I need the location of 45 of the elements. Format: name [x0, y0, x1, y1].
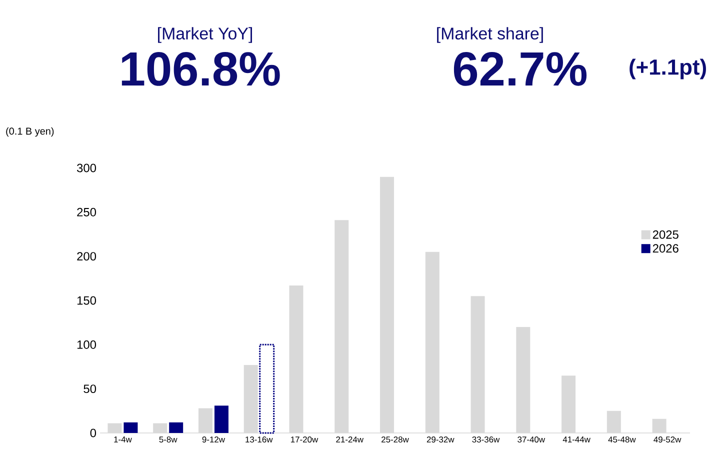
x-tick-label: 37-40w: [518, 436, 546, 442]
x-tick-label: 49-52w: [654, 436, 682, 442]
text: 106.8%: [122, 52, 280, 86]
y-tick-label: 300: [76, 164, 96, 172]
y-axis-title: (0.1 B yen): [6, 127, 54, 137]
bar: [652, 418, 666, 433]
x-tick-label: 9-12w: [202, 436, 226, 442]
bar: [259, 344, 275, 434]
bar: [169, 422, 184, 433]
bar: [425, 252, 440, 433]
x-tick-label: 17-20w: [290, 436, 318, 442]
bar: [334, 220, 349, 433]
legend-label: 2026: [652, 244, 678, 253]
bar: [289, 285, 304, 433]
text: 62.7%: [454, 52, 587, 86]
x-tick-label: 45-48w: [608, 436, 636, 442]
x-tick-label: 13-16w: [246, 436, 273, 442]
bar: [562, 376, 576, 433]
bar: [214, 406, 228, 433]
x-tick-label: 5-8w: [159, 436, 178, 442]
x-tick-label: 33-36w: [472, 436, 500, 442]
y-tick-label: 50: [84, 384, 96, 394]
y-tick-label: 250: [77, 208, 96, 216]
text: [Market share]: [437, 27, 543, 43]
bar: [198, 408, 212, 433]
y-tick-label: 0: [90, 428, 96, 438]
x-tick-label: 21-24w: [336, 436, 364, 442]
x-tick-label: 1-4w: [114, 436, 132, 442]
x-tick-label: 25-28w: [382, 436, 409, 442]
bar: [380, 176, 394, 433]
bar: [153, 423, 168, 433]
x-tick-label: 41-44w: [562, 436, 590, 442]
legend-label: 2025: [652, 230, 678, 239]
y-tick-label: 100: [77, 340, 96, 349]
bar: [516, 326, 530, 433]
bar: [124, 422, 138, 433]
y-tick-label: 200: [77, 252, 96, 261]
text: [Market YoY]: [158, 27, 252, 43]
bar: [470, 296, 485, 433]
bar: [108, 423, 122, 433]
text: (+1.1pt): [630, 58, 706, 80]
x-tick-label: 29-32w: [426, 436, 454, 442]
bar: [244, 364, 258, 433]
y-tick-label: 150: [77, 296, 96, 305]
bar: [606, 410, 621, 433]
